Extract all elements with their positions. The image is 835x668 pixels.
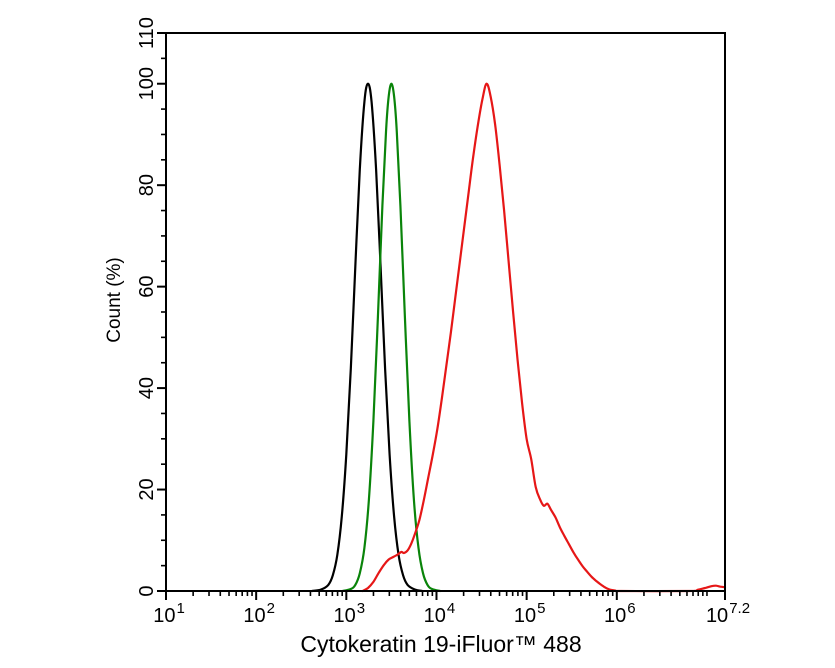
green-curve-path bbox=[341, 82, 442, 593]
y-tick-label: 110 bbox=[136, 17, 158, 49]
y-tick-label: 60 bbox=[136, 276, 158, 298]
y-tick-label: 0 bbox=[136, 585, 158, 596]
plot-frame bbox=[165, 32, 726, 592]
y-axis-title: Count (%) bbox=[104, 257, 125, 343]
y-tick-label: 100 bbox=[136, 67, 158, 100]
x-axis-title: Cytokeratin 19-iFluor™ 488 bbox=[300, 631, 581, 657]
x-tick-label: 103 bbox=[334, 600, 366, 627]
x-tick-label: 106 bbox=[604, 600, 636, 627]
x-tick-label: 107.2 bbox=[706, 600, 750, 627]
red-curve-path bbox=[361, 82, 727, 593]
x-tick-label: 104 bbox=[424, 600, 456, 627]
y-tick-label: 20 bbox=[136, 478, 158, 500]
y-tick-label: 40 bbox=[136, 377, 158, 399]
x-tick-label: 105 bbox=[514, 600, 546, 627]
x-tick-label: 102 bbox=[243, 600, 275, 627]
x-tick-label: 101 bbox=[153, 600, 185, 627]
y-tick-label: 80 bbox=[136, 174, 158, 196]
